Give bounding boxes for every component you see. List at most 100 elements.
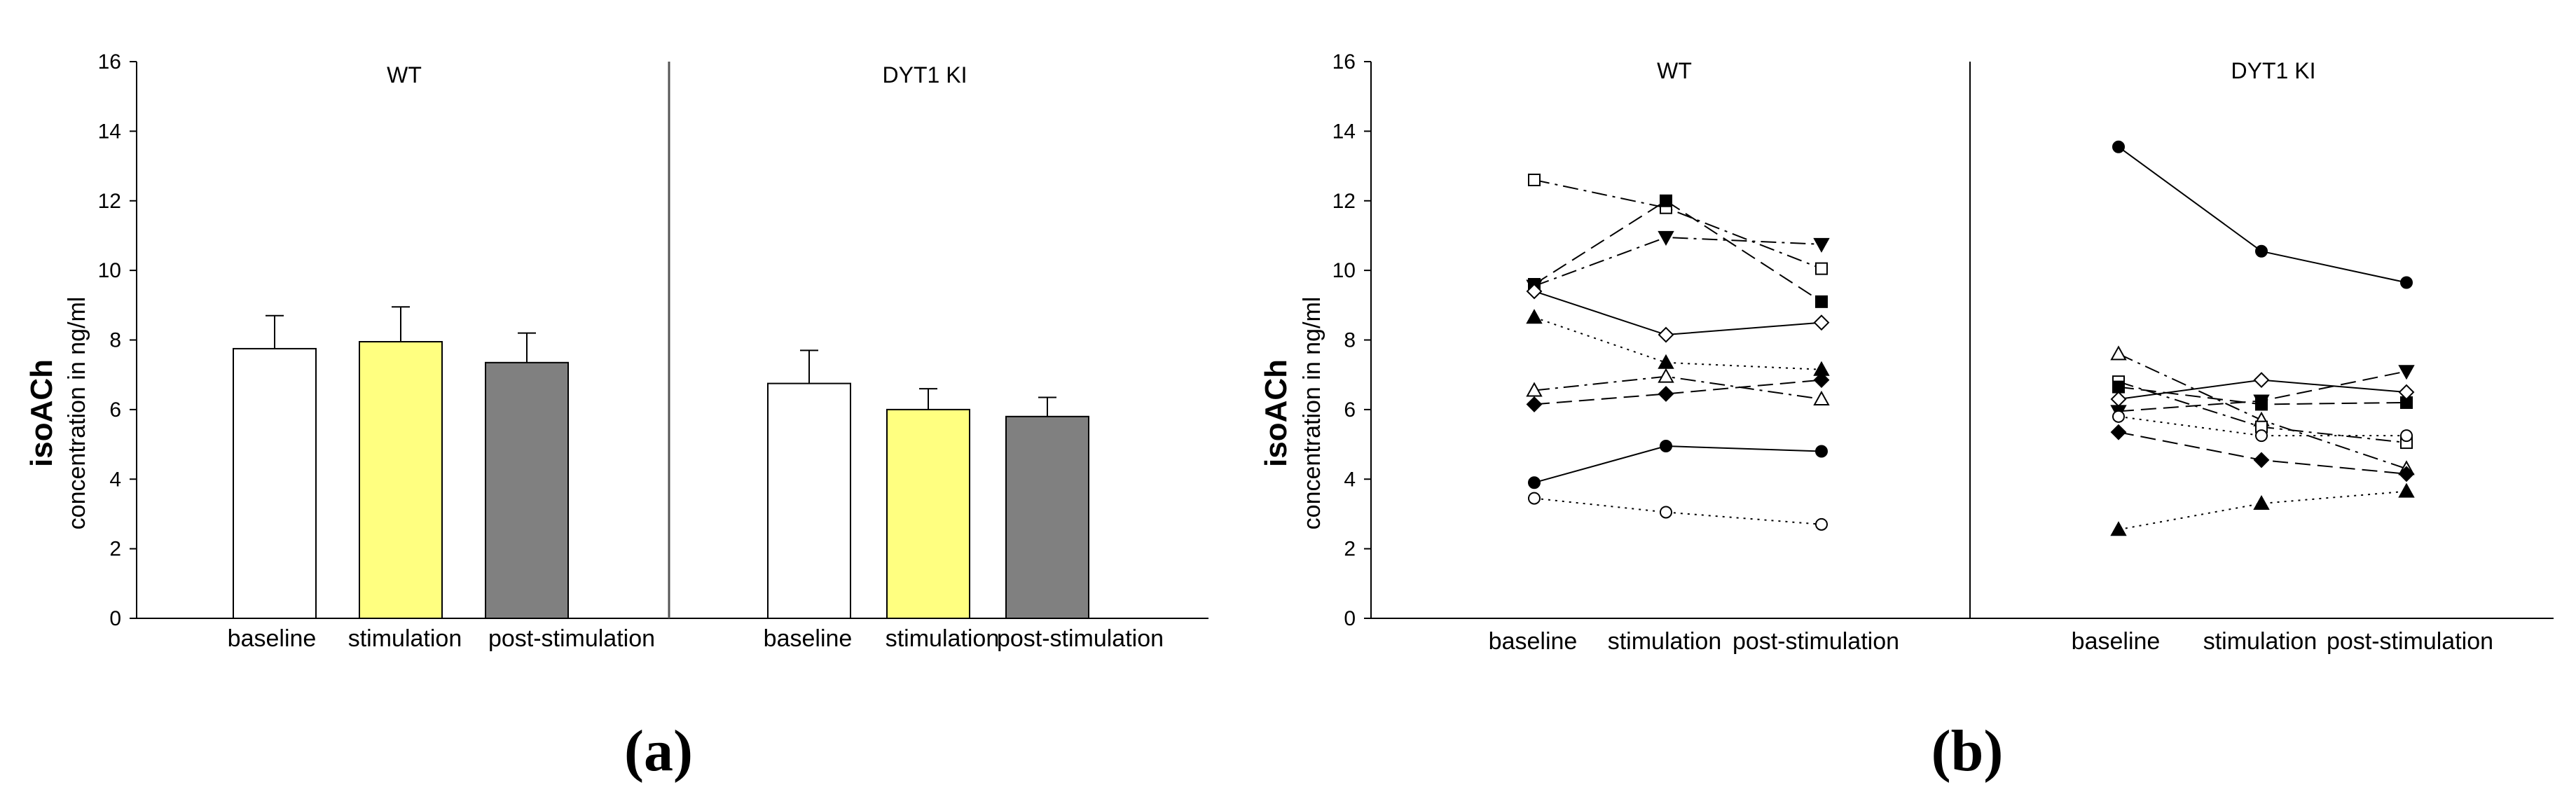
panel-a-label: (a) bbox=[624, 718, 693, 784]
panel-a-ytick-label: 16 bbox=[98, 50, 121, 74]
panel-a-category-label: baseline bbox=[764, 625, 853, 652]
panel-b-point-filled-diamond bbox=[1658, 386, 1674, 402]
panel-b-ytick-label: 10 bbox=[1332, 259, 1356, 282]
panel-b-point-open-triangle-up bbox=[1813, 390, 1830, 405]
panel-b-series-line-wt-1 bbox=[1534, 179, 1822, 270]
panel-b-point-filled-square bbox=[1660, 194, 1672, 207]
panel-b-label: (b) bbox=[1931, 718, 2004, 784]
panel-a-ytick-label: 10 bbox=[98, 259, 121, 282]
panel-b-point-open-diamond bbox=[1658, 326, 1674, 343]
panel-b-point-filled-triangle-up bbox=[2110, 521, 2127, 536]
panel-a-bar-dyt1-ki-stimulation bbox=[886, 408, 970, 619]
panel-b-marks bbox=[1526, 140, 2415, 536]
panel-b-category-label: stimulation bbox=[1608, 628, 1722, 655]
panel-b-point-open-triangle-up bbox=[1526, 382, 1543, 397]
panel-b-point-filled-circle bbox=[1528, 476, 1541, 489]
panel-b-series-line-wt-6 bbox=[1534, 375, 1822, 400]
panel-b-point-open-circle bbox=[1660, 506, 1672, 519]
panel-b-point-open-circle bbox=[2255, 429, 2268, 443]
panel-b-series-line-wt-5 bbox=[1534, 317, 1822, 370]
panel-b-category-label: post-stimulation bbox=[1733, 628, 1899, 655]
panel-b-point-filled-square bbox=[2112, 380, 2125, 394]
panel-b-point-open-square bbox=[1528, 173, 1541, 186]
panel-a-ytick-label: 4 bbox=[109, 468, 121, 491]
panel-b-point-filled-circle bbox=[2255, 244, 2268, 258]
panel-b-point-filled-triangle-up bbox=[2398, 482, 2415, 498]
panel-a-bar-dyt1-ki-post-stimulation bbox=[1005, 415, 1089, 619]
panel-b-series-line-wt-3 bbox=[1534, 236, 1822, 287]
panel-b-point-open-circle bbox=[1528, 492, 1541, 505]
panel-b-line-chart: isoACh concentration in ng/ml 0 2 4 6 8 10 12 1… bbox=[1259, 50, 2554, 784]
panel-b-series-line-wt-7 bbox=[1534, 379, 1822, 405]
panel-b-category-label: post-stimulation bbox=[2327, 628, 2493, 655]
panel-a-ytick-label: 14 bbox=[98, 120, 121, 143]
panel-b-category-label: stimulation bbox=[2203, 628, 2317, 655]
panel-b-ytitle: isoACh bbox=[1259, 359, 1293, 467]
panel-b-ytick-label: 6 bbox=[1344, 398, 1356, 422]
panel-b-series-line-dyt1-ki-1 bbox=[2118, 146, 2407, 284]
panel-b-axes: 0 2 4 6 8 10 12 14 16 WT baseline stimulation post-s… bbox=[1332, 50, 2554, 655]
panel-b-point-filled-diamond bbox=[2398, 466, 2415, 482]
panel-a-category-label: post-stimulation bbox=[488, 625, 655, 652]
panel-a-bar-wt-baseline bbox=[233, 347, 317, 619]
panel-a-bar-dyt1-ki-baseline bbox=[767, 382, 851, 619]
panel-b-group-title-dyt1-ki: DYT1 KI bbox=[2231, 58, 2316, 83]
panel-b-point-filled-circle bbox=[1815, 445, 1828, 458]
panel-b-ytick-label: 4 bbox=[1344, 468, 1356, 491]
panel-b-point-open-diamond bbox=[2253, 372, 2270, 389]
panel-b-point-open-square bbox=[1815, 262, 1828, 275]
panel-a-bar-wt-stimulation bbox=[359, 340, 443, 619]
panel-a-category-label: stimulation bbox=[886, 625, 1000, 652]
panel-b-ytick-label: 16 bbox=[1332, 50, 1356, 74]
panel-a-ytick-label: 12 bbox=[98, 190, 121, 213]
panel-b-ytick-label: 14 bbox=[1332, 120, 1356, 143]
panel-b-point-open-diamond bbox=[2398, 384, 2415, 401]
panel-b-group-title-wt: WT bbox=[1657, 58, 1692, 83]
panel-a-category-label: post-stimulation bbox=[997, 625, 1164, 652]
panel-a-ytick-label: 2 bbox=[109, 538, 121, 561]
panel-b-point-filled-triangle-down bbox=[2398, 365, 2415, 380]
panel-b-category-label: baseline bbox=[1489, 628, 1578, 655]
panel-b-point-filled-triangle-down bbox=[1658, 230, 1674, 246]
panel-a-group-title-wt: WT bbox=[387, 62, 422, 88]
panel-b-point-open-triangle-up bbox=[2110, 345, 2127, 361]
panel-b-series-line-wt-4 bbox=[1534, 290, 1822, 336]
panel-a-ytick-label: 6 bbox=[109, 398, 121, 422]
panel-a-bar-chart: isoACh concentration in ng/ml 0 2 4 6 8 10 12 1… bbox=[25, 50, 1208, 784]
panel-b-point-open-circle bbox=[2112, 410, 2125, 423]
panel-b-series-line-dyt1-ki-2 bbox=[2118, 353, 2407, 470]
panel-b-ytick-label: 8 bbox=[1344, 329, 1356, 352]
panel-b-point-filled-square bbox=[1815, 295, 1828, 308]
panel-a-category-label: baseline bbox=[228, 625, 317, 652]
panel-b-category-label: baseline bbox=[2072, 628, 2161, 655]
panel-b-ytick-label: 0 bbox=[1344, 607, 1356, 630]
panel-b-series-line-wt-9 bbox=[1534, 497, 1822, 525]
panel-a-ytick-label: 8 bbox=[109, 329, 121, 352]
panel-b-ytick-label: 12 bbox=[1332, 190, 1356, 213]
panel-b-point-filled-circle bbox=[2400, 276, 2413, 289]
panel-b-point-filled-triangle-down bbox=[2253, 394, 2270, 410]
panel-b-point-filled-triangle-down bbox=[1813, 237, 1830, 253]
panel-a-marks bbox=[233, 306, 1089, 619]
panel-b-series-line-wt-2 bbox=[1534, 200, 1822, 303]
panel-b-point-filled-diamond bbox=[1813, 372, 1830, 389]
panel-b-point-open-diamond bbox=[2110, 391, 2127, 408]
panel-b-point-open-diamond bbox=[1526, 283, 1543, 300]
panel-b-series-line-wt-8 bbox=[1534, 445, 1822, 484]
panel-a-bar-wt-post-stimulation bbox=[485, 361, 569, 619]
panel-a-ytitle: isoACh bbox=[25, 359, 59, 467]
panel-a-group-title-dyt1-ki: DYT1 KI bbox=[883, 62, 967, 88]
panel-b-point-filled-diamond bbox=[2110, 424, 2127, 440]
panel-b-point-filled-circle bbox=[2112, 140, 2125, 153]
panel-b-point-filled-triangle-up bbox=[2253, 494, 2270, 510]
panel-b-point-open-circle bbox=[2400, 429, 2413, 443]
panel-b-point-filled-circle bbox=[1660, 440, 1672, 453]
panel-b-point-open-circle bbox=[1815, 517, 1828, 531]
panel-b-point-open-triangle-up bbox=[1658, 368, 1674, 383]
panel-b-point-filled-triangle-up bbox=[1658, 354, 1674, 369]
panel-a-ylabel: concentration in ng/ml bbox=[64, 297, 90, 530]
panel-a-category-label: stimulation bbox=[348, 625, 462, 652]
panel-b-ylabel: concentration in ng/ml bbox=[1299, 297, 1325, 530]
